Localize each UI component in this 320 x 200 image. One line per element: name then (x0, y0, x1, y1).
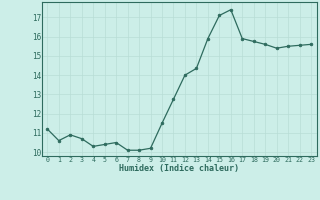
X-axis label: Humidex (Indice chaleur): Humidex (Indice chaleur) (119, 164, 239, 173)
